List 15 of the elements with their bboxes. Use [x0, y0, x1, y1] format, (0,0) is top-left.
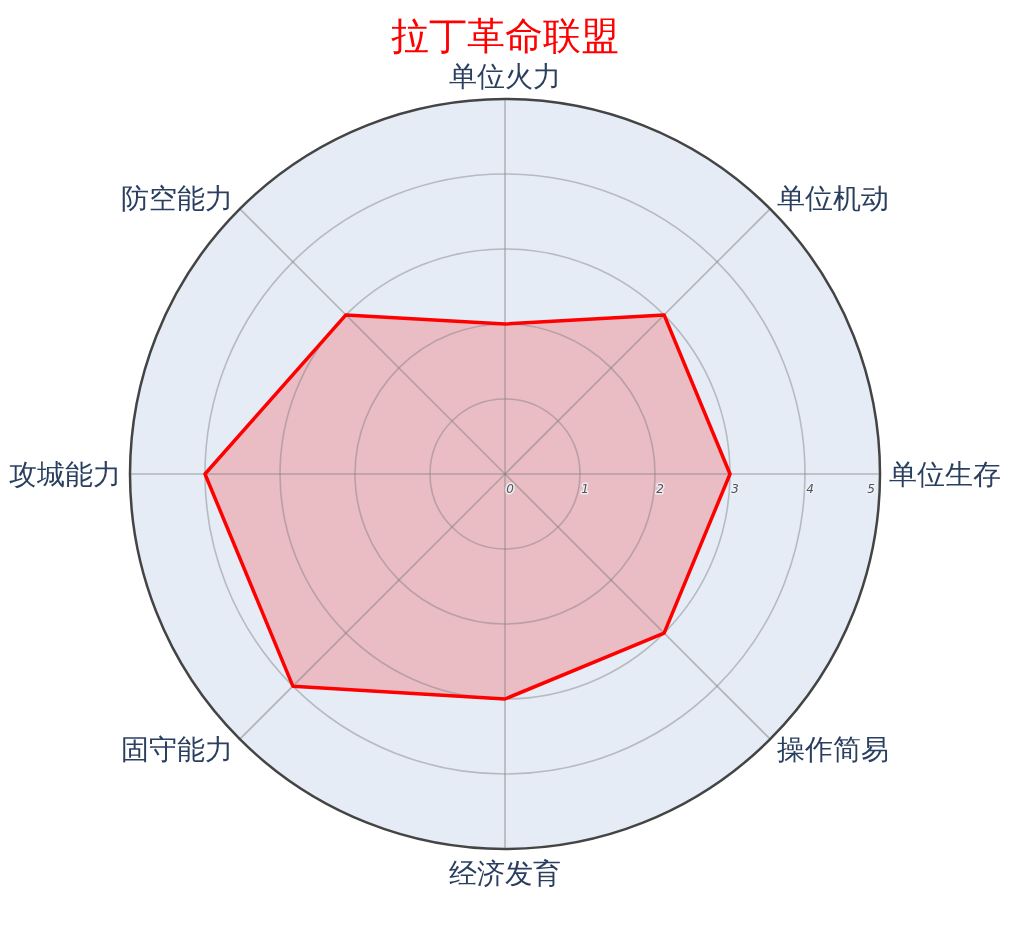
spoke-label: 防空能力 — [121, 182, 234, 216]
spoke-label: 经济发育 — [449, 857, 561, 890]
y-tick-label: 4 — [806, 482, 814, 496]
y-tick-label: 5 — [867, 482, 875, 496]
chart-title: 拉丁革命联盟 — [391, 14, 619, 58]
y-tick-label: 0 — [506, 482, 515, 496]
y-tick-label: 1 — [581, 482, 589, 496]
spoke-label: 单位生存 — [889, 457, 1001, 491]
y-tick-label: 3 — [731, 482, 739, 496]
y-tick-label: 2 — [656, 482, 664, 496]
spoke-label: 攻城能力 — [9, 457, 121, 491]
spoke-label: 操作简易 — [776, 732, 889, 766]
spoke-label: 固守能力 — [121, 732, 234, 766]
spoke-label: 单位火力 — [449, 60, 561, 93]
spoke-label: 单位机动 — [776, 182, 889, 216]
